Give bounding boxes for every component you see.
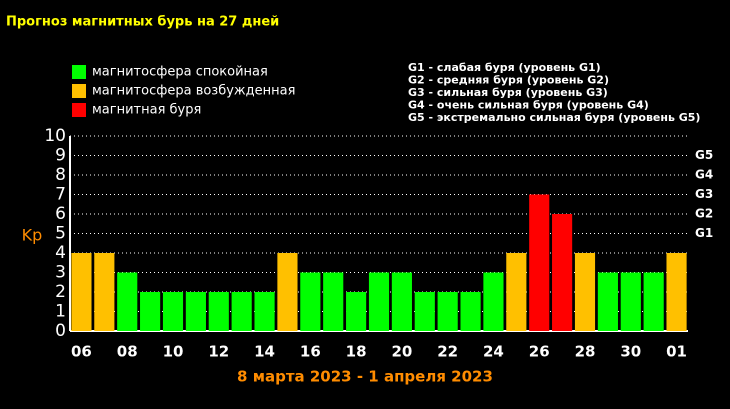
bar bbox=[208, 292, 229, 331]
y-tick-label: 3 bbox=[55, 263, 66, 283]
bar bbox=[346, 292, 367, 331]
bar bbox=[506, 253, 527, 331]
bar bbox=[460, 292, 481, 331]
bar bbox=[254, 292, 275, 331]
bar bbox=[414, 292, 435, 331]
x-tick-label: 12 bbox=[208, 343, 229, 361]
y-tick-label: 10 bbox=[44, 126, 66, 146]
x-tick-label: 06 bbox=[71, 343, 92, 361]
x-axis-label: 8 марта 2023 - 1 апреля 2023 bbox=[237, 368, 493, 386]
y2-tick-label: G5 bbox=[695, 148, 713, 162]
bar bbox=[620, 272, 641, 331]
bar bbox=[529, 194, 550, 331]
bar bbox=[437, 292, 458, 331]
bar bbox=[277, 253, 298, 331]
legend-swatch bbox=[72, 65, 86, 79]
bar bbox=[117, 272, 138, 331]
y-axis-label: Kp bbox=[22, 226, 43, 245]
y2-tick-label: G2 bbox=[695, 207, 713, 221]
legend-swatch bbox=[72, 84, 86, 98]
x-tick-label: 14 bbox=[254, 343, 275, 361]
y-tick-label: 1 bbox=[55, 302, 66, 322]
bar bbox=[597, 272, 618, 331]
x-tick-label: 22 bbox=[437, 343, 458, 361]
x-tick-label: 24 bbox=[483, 343, 504, 361]
storm-level-note: G4 - очень сильная буря (уровень G4) bbox=[408, 99, 649, 112]
bar bbox=[140, 292, 161, 331]
legend-label: магнитосфера возбужденная bbox=[92, 84, 295, 99]
y-tick-label: 7 bbox=[55, 185, 66, 205]
y-tick-label: 5 bbox=[55, 224, 66, 244]
chart-title: Прогноз магнитных бурь на 27 дней bbox=[6, 15, 279, 30]
bar bbox=[94, 253, 115, 331]
bar bbox=[323, 272, 344, 331]
x-tick-label: 26 bbox=[529, 343, 550, 361]
y-tick-label: 8 bbox=[55, 165, 66, 185]
bar bbox=[483, 272, 504, 331]
y-tick-label: 2 bbox=[55, 282, 66, 302]
bar bbox=[552, 214, 573, 331]
x-tick-label: 16 bbox=[300, 343, 321, 361]
y-tick-label: 0 bbox=[55, 321, 66, 341]
bar bbox=[162, 292, 184, 331]
bar bbox=[666, 253, 687, 331]
storm-level-note: G2 - средняя буря (уровень G2) bbox=[408, 74, 609, 87]
y2-tick-label: G3 bbox=[695, 187, 713, 201]
storm-level-note: G3 - сильная буря (уровень G3) bbox=[408, 86, 608, 99]
x-tick-label: 18 bbox=[346, 343, 367, 361]
x-tick-label: 20 bbox=[391, 343, 412, 361]
storm-level-note: G5 - экстремально сильная буря (уровень … bbox=[408, 111, 700, 124]
y-tick-label: 6 bbox=[55, 204, 66, 224]
y-tick-label: 4 bbox=[55, 243, 66, 263]
bar bbox=[300, 272, 321, 331]
legend-swatch bbox=[72, 103, 86, 117]
x-tick-label: 01 bbox=[666, 343, 687, 361]
bar bbox=[643, 272, 664, 331]
bar bbox=[391, 272, 412, 331]
legend-label: магнитосфера спокойная bbox=[92, 65, 268, 80]
bar bbox=[185, 292, 206, 331]
y2-tick-label: G4 bbox=[695, 168, 713, 182]
bar bbox=[368, 272, 390, 331]
y2-tick-label: G1 bbox=[695, 226, 713, 240]
y-tick-label: 9 bbox=[55, 146, 66, 166]
bar bbox=[574, 253, 596, 331]
x-tick-label: 10 bbox=[163, 343, 184, 361]
bar bbox=[231, 292, 252, 331]
legend-label: магнитная буря bbox=[92, 103, 201, 118]
x-tick-label: 30 bbox=[620, 343, 641, 361]
x-tick-label: 08 bbox=[117, 343, 138, 361]
bar bbox=[71, 253, 92, 331]
x-tick-label: 28 bbox=[575, 343, 596, 361]
storm-level-note: G1 - слабая буря (уровень G1) bbox=[408, 61, 601, 74]
